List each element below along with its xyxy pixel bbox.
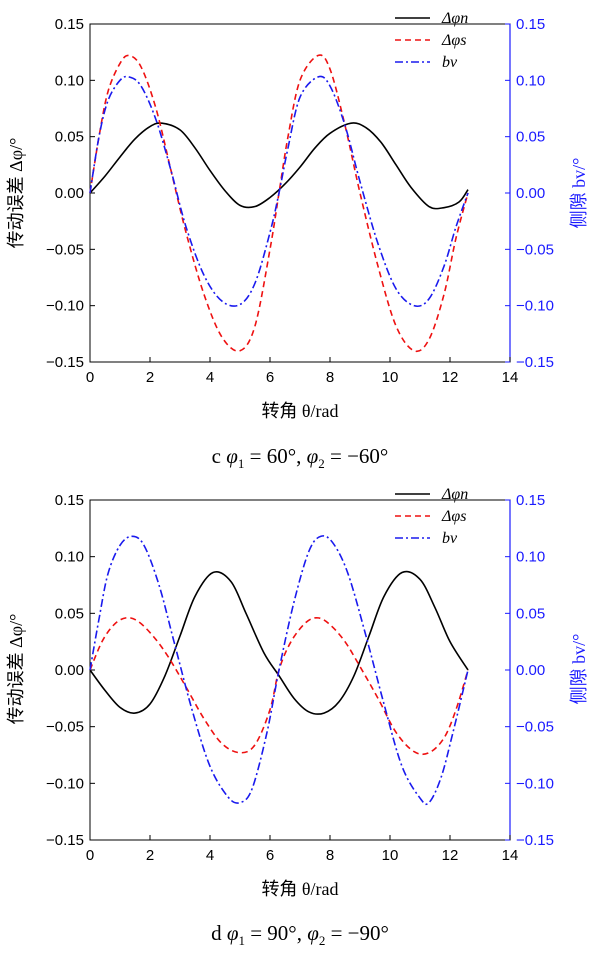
y-tick-label-right: −0.10 — [516, 775, 554, 792]
y-tick-label-right: 0.15 — [516, 492, 545, 509]
legend: Δφn Δφs bv — [395, 486, 468, 547]
x-tick-label: 8 — [326, 847, 334, 864]
x-tick-label: 12 — [442, 847, 459, 864]
x-ticks: 0 2 4 6 8 10 12 14 — [86, 357, 519, 386]
series-line — [89, 54, 469, 353]
series-lines — [89, 54, 469, 353]
series-lines — [89, 535, 469, 806]
x-tick-label: 2 — [146, 369, 154, 386]
y-tick-label-right: −0.05 — [516, 719, 554, 736]
y-tick-label: −0.05 — [46, 719, 84, 736]
x-tick-label: 14 — [502, 847, 519, 864]
plot-area: 0 2 4 6 8 10 12 14 −0.15 −0.10 −0.05 0.00 0.05 0.10 0… — [46, 492, 554, 864]
y-tick-label: 0.00 — [55, 185, 84, 202]
x-tick-label: 4 — [206, 369, 214, 386]
series-line — [89, 535, 469, 806]
y-ticks-right: −0.15 −0.10 −0.05 0.00 0.05 0.10 0.15 — [505, 492, 554, 849]
legend-label: bv — [442, 54, 458, 71]
plot-frame — [89, 499, 511, 841]
x-tick-label: 4 — [206, 847, 214, 864]
plot-area: 0 2 4 6 8 10 12 14 −0.15 −0.10 −0.05 0.00 0.05 0.10 0… — [46, 16, 554, 386]
x-tick-label: 10 — [382, 369, 399, 386]
y-tick-label: 0.00 — [55, 662, 84, 679]
y-tick-label-right: 0.00 — [516, 662, 545, 679]
x-tick-label: 6 — [266, 369, 274, 386]
legend-label: Δφs — [441, 32, 466, 49]
y-tick-label: −0.05 — [46, 241, 84, 258]
y-tick-label: 0.05 — [55, 605, 84, 622]
x-tick-label: 10 — [382, 847, 399, 864]
series-line — [89, 75, 469, 308]
y-tick-label-right: 0.15 — [516, 16, 545, 33]
legend-label: Δφs — [441, 508, 466, 525]
y-tick-label-right: 0.05 — [516, 605, 545, 622]
x-ticks: 0 2 4 6 8 10 12 14 — [86, 835, 519, 864]
panel-letter: c — [212, 444, 221, 468]
y-tick-label: −0.10 — [46, 775, 84, 792]
y-axis-label-right: 侧隙 bv/° — [569, 158, 589, 229]
y-tick-label: 0.10 — [55, 72, 84, 89]
panel-letter: d — [211, 921, 222, 945]
y-tick-label-right: 0.00 — [516, 185, 545, 202]
panel-caption: d φ1 = 90°, φ2 = −90° — [211, 921, 389, 948]
y-tick-label-right: 0.10 — [516, 72, 545, 89]
y-tick-label: −0.15 — [46, 354, 84, 371]
series-line — [89, 122, 469, 210]
x-tick-label: 12 — [442, 369, 459, 386]
x-tick-label: 2 — [146, 847, 154, 864]
y-tick-label-right: 0.05 — [516, 129, 545, 146]
series-line — [89, 616, 469, 756]
legend-label: Δφn — [441, 10, 468, 27]
y-tick-label-right: −0.15 — [516, 354, 554, 371]
y-axis-label: 传动误差 Δφ/° — [6, 138, 26, 249]
y-tick-label: −0.10 — [46, 298, 84, 315]
y-tick-label: 0.10 — [55, 549, 84, 566]
y-ticks-left: −0.15 −0.10 −0.05 0.00 0.05 0.10 0.15 — [46, 16, 95, 371]
chart-panel-d: 0 2 4 6 8 10 12 14 −0.15 −0.10 −0.05 0.00 0.05 0.10 0… — [6, 486, 589, 948]
y-tick-label-right: −0.05 — [516, 241, 554, 258]
y-tick-label-right: −0.15 — [516, 832, 554, 849]
x-tick-label: 0 — [86, 847, 94, 864]
panel-caption: c φ1 = 60°, φ2 = −60° — [212, 444, 389, 471]
legend: Δφn Δφs bv — [395, 10, 468, 71]
series-line — [89, 570, 469, 715]
x-axis-label: 转角 θ/rad — [261, 879, 338, 899]
y-tick-label: −0.15 — [46, 832, 84, 849]
y-tick-label-right: 0.10 — [516, 549, 545, 566]
x-tick-label: 6 — [266, 847, 274, 864]
plot-frame — [89, 23, 511, 363]
y-axis-label: 传动误差 Δφ/° — [6, 614, 26, 725]
y-tick-label: 0.05 — [55, 129, 84, 146]
x-tick-label: 8 — [326, 369, 334, 386]
y-axis-label-right: 侧隙 bv/° — [569, 634, 589, 705]
legend-label: bv — [442, 530, 458, 547]
y-tick-label: 0.15 — [55, 16, 84, 33]
x-tick-label: 0 — [86, 369, 94, 386]
legend-label: Δφn — [441, 486, 468, 503]
x-axis-label: 转角 θ/rad — [261, 401, 338, 421]
y-ticks-right: −0.15 −0.10 −0.05 0.00 0.05 0.10 0.15 — [505, 16, 554, 371]
y-tick-label: 0.15 — [55, 492, 84, 509]
y-tick-label-right: −0.10 — [516, 298, 554, 315]
y-ticks-left: −0.15 −0.10 −0.05 0.00 0.05 0.10 0.15 — [46, 492, 95, 849]
chart-panel-c: 0 2 4 6 8 10 12 14 −0.15 −0.10 −0.05 0.00 0.05 0.10 0… — [6, 10, 589, 471]
x-tick-label: 14 — [502, 369, 519, 386]
